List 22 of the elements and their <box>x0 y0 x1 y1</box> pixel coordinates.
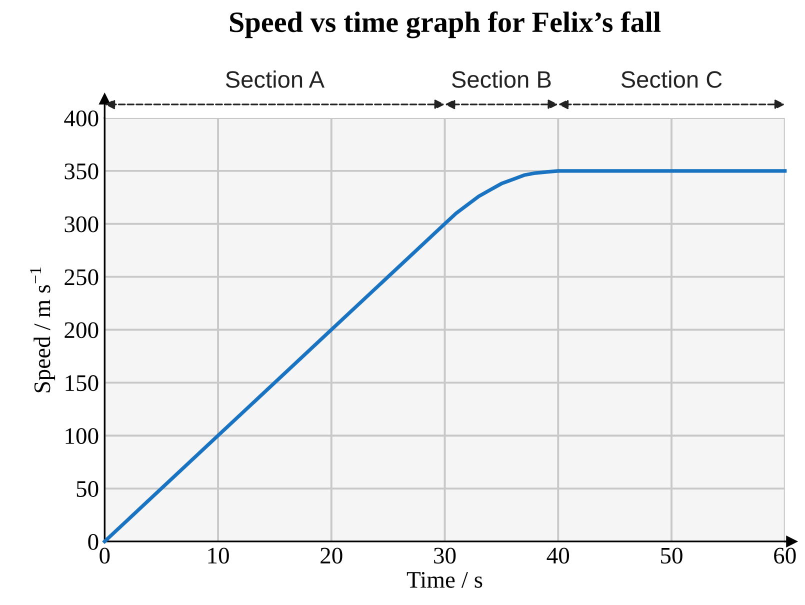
x-tick-label: 40 <box>546 548 570 564</box>
band-label: Section B <box>452 70 551 88</box>
band-label: Section C <box>621 70 722 88</box>
y-tick-label: 50 <box>76 481 98 497</box>
chart-title: Speed vs time graph for Felix’s fall <box>230 11 661 38</box>
y-tick-label: 400 <box>64 110 98 126</box>
y-tick-label: 350 <box>64 163 98 180</box>
x-tick-label: 0 <box>100 548 110 564</box>
y-tick-label: 300 <box>64 216 98 232</box>
y-tick-label: 250 <box>64 269 98 286</box>
x-tick-label: 10 <box>208 548 229 564</box>
x-axis-title: Time / s <box>406 572 482 588</box>
y-axis-title: Speed / m s$^{−1}$ <box>30 267 56 392</box>
band-label: Section A <box>226 70 325 88</box>
y-tick-label: 0 <box>88 534 98 550</box>
x-tick-label: 20 <box>320 548 342 564</box>
y-tick-label: 200 <box>64 322 98 338</box>
x-tick-label: 30 <box>434 548 456 564</box>
x-tick-label: 60 <box>774 548 796 564</box>
y-tick-label: 100 <box>66 428 98 444</box>
y-tick-label: 150 <box>66 375 98 392</box>
x-tick-label: 50 <box>661 548 682 564</box>
